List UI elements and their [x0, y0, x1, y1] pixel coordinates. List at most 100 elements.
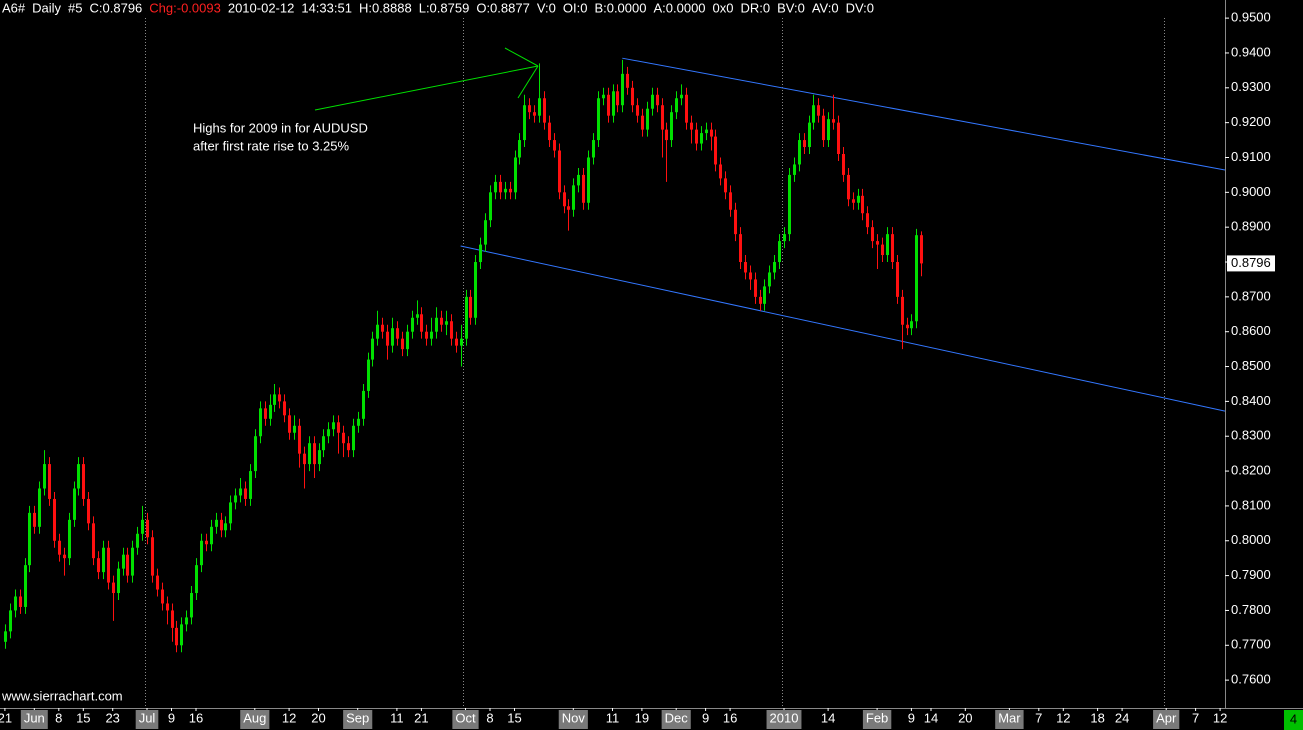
candle-body — [87, 498, 90, 524]
candle-body — [626, 73, 629, 88]
arrow-head — [504, 47, 539, 67]
candle-body — [891, 234, 894, 263]
candle-body — [724, 178, 727, 193]
candle-body — [592, 140, 595, 158]
header-item: DV:0 — [846, 0, 874, 15]
candle-body — [283, 401, 286, 416]
candle-body — [631, 87, 634, 106]
candle-body — [166, 603, 169, 611]
header-bar — [0, 0, 1225, 18]
price-marker-box — [1227, 255, 1275, 272]
header-item: Chg:-0.0093 — [149, 0, 221, 15]
candle-body — [852, 199, 855, 203]
candle-body — [151, 537, 154, 576]
candle-body — [602, 94, 605, 99]
x-tick-label: 20 — [958, 710, 972, 725]
candle-body — [636, 105, 639, 116]
y-tick-label: 0.9100 — [1231, 149, 1271, 164]
candle-body — [77, 464, 80, 489]
candle-body — [175, 627, 178, 646]
candle-body — [763, 286, 766, 304]
x-tick-label: Feb — [866, 710, 888, 725]
candle-body — [528, 105, 531, 113]
candle-body — [141, 519, 144, 534]
x-tick-highlight — [20, 710, 48, 729]
header-item: BV:0 — [777, 0, 805, 15]
arrow-shaft — [314, 65, 539, 111]
candle-body — [259, 408, 262, 437]
candle-body — [793, 164, 796, 175]
candle-body — [915, 235, 918, 322]
candle-body — [538, 98, 541, 116]
header-item: 0x0 — [713, 0, 734, 15]
candle-body — [43, 464, 46, 489]
candle-body — [616, 91, 619, 106]
candle-body — [783, 234, 786, 242]
candle-body — [450, 321, 453, 339]
x-tick-label: 12 — [282, 710, 296, 725]
x-tick-label: 8 — [486, 710, 493, 725]
candle-body — [288, 415, 291, 433]
y-tick-label: 0.8100 — [1231, 497, 1271, 512]
candle-body — [73, 488, 76, 520]
candle-body — [656, 94, 659, 106]
candle-body — [357, 418, 360, 426]
candle-body — [563, 192, 566, 207]
candle-body — [391, 328, 394, 346]
candle-body — [102, 547, 105, 573]
x-tick-label: 23 — [105, 710, 119, 725]
candle-body — [906, 324, 909, 329]
price-marker-label: 0.8796 — [1231, 255, 1271, 270]
candle-body — [886, 234, 889, 256]
candle-body — [910, 321, 913, 329]
candle-body — [131, 547, 134, 576]
x-tick-label: 12 — [1056, 710, 1070, 725]
candle-body — [876, 241, 879, 245]
y-tick-label: 0.8900 — [1231, 219, 1271, 234]
candle-body — [822, 115, 825, 141]
y-tick-label: 0.9000 — [1231, 184, 1271, 199]
candle-body — [215, 519, 218, 527]
x-tick-label: 18 — [1090, 710, 1104, 725]
y-tick-label: 0.8600 — [1231, 323, 1271, 338]
candle-body — [38, 488, 41, 527]
candle-body — [881, 244, 884, 256]
candle-body — [661, 105, 664, 130]
candle-body — [572, 185, 575, 210]
candle-body — [754, 279, 757, 297]
candle-body — [861, 195, 864, 214]
x-tick-highlight — [862, 710, 892, 729]
candle-body — [352, 425, 355, 451]
candle-body — [14, 596, 17, 611]
candle-body — [185, 617, 188, 625]
candle-body — [773, 262, 776, 273]
candle-body — [808, 122, 811, 148]
candle-body — [112, 582, 115, 594]
candle-body — [744, 262, 747, 273]
candle-body — [401, 338, 404, 350]
header-item: Daily — [32, 0, 61, 15]
candle-body — [548, 122, 551, 141]
badge-label: 4 — [1290, 711, 1297, 726]
candle-body — [582, 174, 585, 203]
header-item: L:0.8759 — [419, 0, 470, 15]
y-tick-label: 0.8000 — [1231, 532, 1271, 547]
candle-body — [837, 122, 840, 155]
x-tick-label: Jul — [139, 710, 156, 725]
candle-body — [705, 129, 708, 134]
x-tick-label: 19 — [635, 710, 649, 725]
candle-body — [254, 436, 257, 472]
y-tick-label: 0.9200 — [1231, 114, 1271, 129]
candle-body — [455, 338, 458, 346]
candle-body — [440, 317, 443, 325]
candle-body — [97, 558, 100, 573]
candle-body — [19, 596, 22, 607]
candle-body — [347, 443, 350, 451]
x-tick-label: Oct — [455, 710, 476, 725]
x-tick-label: 20 — [311, 710, 325, 725]
candles — [4, 59, 923, 653]
candle-body — [832, 119, 835, 123]
candle-body — [509, 188, 512, 193]
candle-body — [714, 136, 717, 165]
